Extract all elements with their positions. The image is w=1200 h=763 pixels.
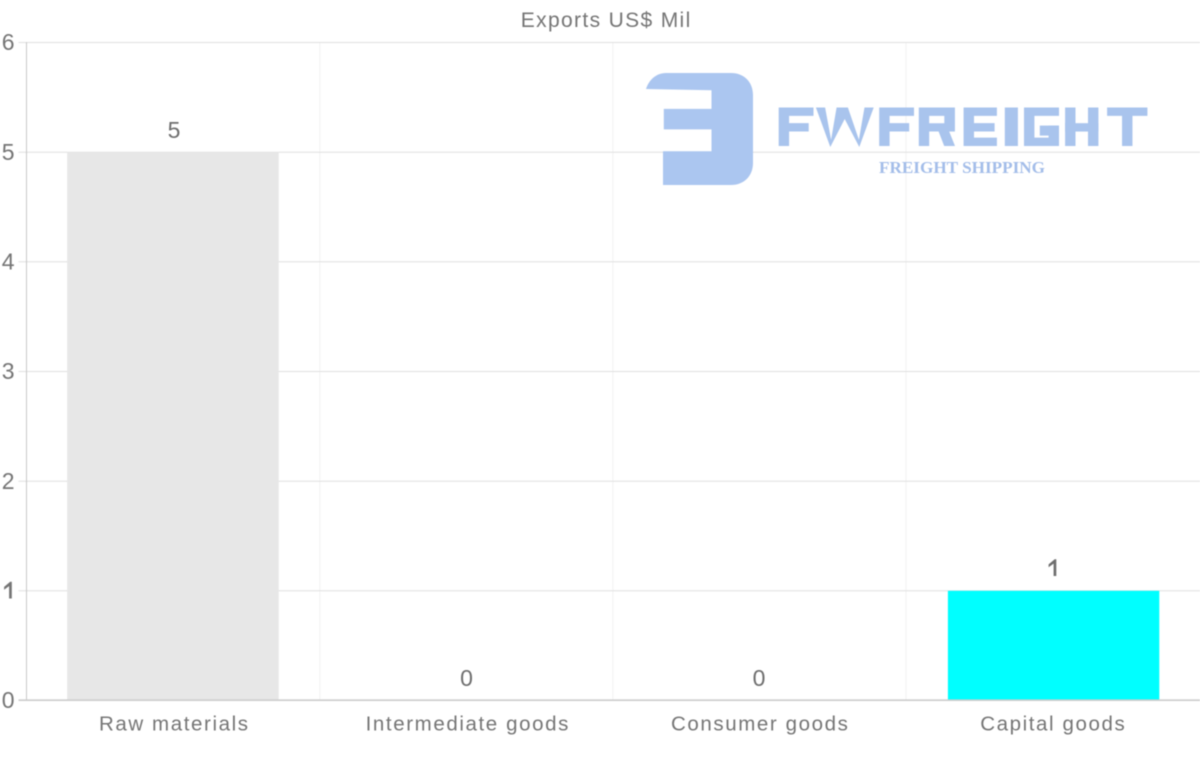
svg-text:0: 0 <box>460 665 473 691</box>
svg-text:5: 5 <box>168 117 181 143</box>
svg-text:Intermediate goods: Intermediate goods <box>366 712 570 735</box>
svg-text:Capital goods: Capital goods <box>980 712 1126 735</box>
svg-text:Consumer goods: Consumer goods <box>671 712 850 735</box>
svg-text:3: 3 <box>2 358 15 384</box>
svg-text:0: 0 <box>2 687 15 713</box>
svg-text:0: 0 <box>753 665 766 691</box>
svg-text:Exports US$ Mil: Exports US$ Mil <box>521 9 692 32</box>
svg-text:2: 2 <box>2 468 15 494</box>
svg-text:6: 6 <box>2 29 15 55</box>
svg-text:FREIGHT SHIPPING: FREIGHT SHIPPING <box>879 158 1045 177</box>
svg-text:4: 4 <box>2 249 15 275</box>
svg-text:Raw materials: Raw materials <box>99 712 250 735</box>
svg-text:5: 5 <box>2 139 15 165</box>
